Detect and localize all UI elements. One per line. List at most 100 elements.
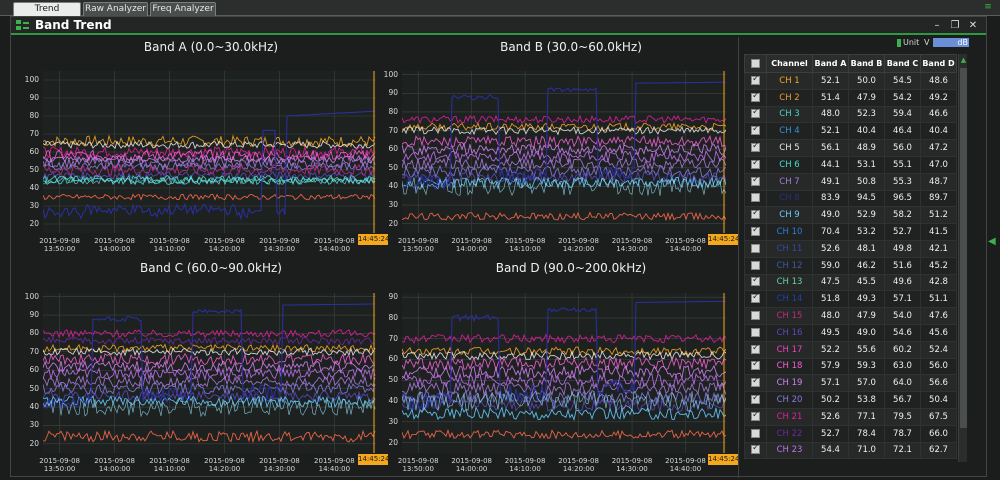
column-header[interactable]: Band D	[921, 55, 957, 73]
chart-plot-area[interactable]	[402, 293, 726, 453]
table-scrollbar[interactable]: ▲	[958, 54, 967, 462]
table-row[interactable]: CH 1752.255.660.252.4	[745, 341, 957, 358]
chart-plot-area[interactable]	[43, 71, 376, 233]
column-header[interactable]: Band A	[813, 55, 849, 73]
window-title: Band Trend	[35, 18, 112, 32]
channel-checkbox-cell[interactable]	[745, 358, 767, 375]
channel-checkbox[interactable]	[751, 143, 760, 152]
channel-checkbox[interactable]	[751, 126, 760, 135]
channel-checkbox-cell[interactable]	[745, 375, 767, 392]
chart-plot-area[interactable]	[43, 293, 376, 453]
channel-checkbox[interactable]	[751, 244, 760, 253]
channel-checkbox-cell[interactable]	[745, 207, 767, 224]
channel-checkbox-cell[interactable]	[745, 123, 767, 140]
channel-checkbox-cell[interactable]	[745, 324, 767, 341]
unit-select[interactable]: dB	[933, 38, 969, 47]
table-row[interactable]: CH 1957.157.064.056.6	[745, 375, 957, 392]
table-row[interactable]: CH 644.153.155.147.0	[745, 156, 957, 173]
table-row[interactable]: CH 749.150.855.348.7	[745, 173, 957, 190]
channel-checkbox[interactable]	[751, 294, 760, 303]
column-header[interactable]: Band C	[885, 55, 921, 73]
channel-checkbox[interactable]	[751, 227, 760, 236]
band-d-value: 50.4	[921, 392, 957, 409]
table-row[interactable]: CH 1649.549.054.645.6	[745, 324, 957, 341]
table-row[interactable]: CH 348.052.359.446.6	[745, 106, 957, 123]
column-header[interactable]: Band B	[849, 55, 885, 73]
channel-checkbox-cell[interactable]	[745, 425, 767, 442]
table-row[interactable]: CH 949.052.958.251.2	[745, 207, 957, 224]
band-c-value: 54.6	[885, 324, 921, 341]
channel-checkbox[interactable]	[751, 76, 760, 85]
channel-checkbox[interactable]	[751, 395, 760, 404]
table-row[interactable]: CH 452.140.446.440.4	[745, 123, 957, 140]
channel-checkbox-cell[interactable]	[745, 442, 767, 459]
close-icon[interactable]: ✕	[966, 19, 980, 33]
table-row[interactable]: CH 883.994.596.589.7	[745, 190, 957, 207]
channel-checkbox-cell[interactable]	[745, 341, 767, 358]
channel-checkbox-cell[interactable]	[745, 291, 767, 308]
channel-checkbox-cell[interactable]	[745, 89, 767, 106]
tab-raw-analyzer[interactable]: Raw Analyzer	[83, 2, 148, 16]
collapse-arrow-icon[interactable]: ◀	[988, 236, 996, 247]
channel-checkbox-cell[interactable]	[745, 140, 767, 157]
channel-checkbox-cell[interactable]	[745, 240, 767, 257]
channel-checkbox[interactable]	[751, 429, 760, 438]
chart-plot-area[interactable]	[402, 71, 726, 233]
table-row[interactable]: CH 1152.648.149.842.1	[745, 240, 957, 257]
channel-checkbox[interactable]	[751, 93, 760, 102]
channel-checkbox-cell[interactable]	[745, 190, 767, 207]
channel-checkbox-cell[interactable]	[745, 392, 767, 409]
scrollbar-thumb[interactable]	[960, 68, 967, 428]
channel-checkbox[interactable]	[751, 210, 760, 219]
channel-checkbox-cell[interactable]	[745, 106, 767, 123]
channel-checkbox[interactable]	[751, 277, 760, 286]
table-row[interactable]: CH 2354.471.072.162.7	[745, 442, 957, 459]
minimize-icon[interactable]: –	[930, 19, 944, 33]
x-tick-date: 2015-09-08	[148, 237, 192, 245]
select-all-header[interactable]	[745, 55, 767, 73]
channel-checkbox-cell[interactable]	[745, 73, 767, 90]
channel-checkbox-cell[interactable]	[745, 408, 767, 425]
channel-checkbox-cell[interactable]	[745, 257, 767, 274]
channel-checkbox-cell[interactable]	[745, 173, 767, 190]
scroll-up-icon[interactable]: ▲	[959, 54, 968, 66]
channel-name: CH 9	[767, 207, 813, 224]
channel-checkbox-cell[interactable]	[745, 224, 767, 241]
channel-name: CH 23	[767, 442, 813, 459]
tab-freq-analyzer[interactable]: Freq Analyzer	[150, 2, 216, 16]
column-header[interactable]: Channel	[767, 55, 813, 73]
restore-icon[interactable]: ❐	[948, 19, 962, 33]
channel-checkbox[interactable]	[751, 109, 760, 118]
menu-icon[interactable]: ≡	[982, 1, 994, 13]
channel-checkbox-cell[interactable]	[745, 308, 767, 325]
channel-checkbox[interactable]	[751, 345, 760, 354]
table-row[interactable]: CH 1548.047.954.047.6	[745, 308, 957, 325]
table-row[interactable]: CH 556.148.956.047.2	[745, 140, 957, 157]
channel-checkbox-cell[interactable]	[745, 156, 767, 173]
table-row[interactable]: CH 1451.849.357.151.1	[745, 291, 957, 308]
table-row[interactable]: CH 1259.046.251.645.2	[745, 257, 957, 274]
channel-checkbox[interactable]	[751, 160, 760, 169]
channel-checkbox[interactable]	[751, 193, 760, 202]
channel-checkbox[interactable]	[751, 311, 760, 320]
table-row[interactable]: CH 2050.253.856.750.4	[745, 392, 957, 409]
table-row[interactable]: CH 251.447.954.249.2	[745, 89, 957, 106]
channel-checkbox[interactable]	[751, 328, 760, 337]
channel-name: CH 17	[767, 341, 813, 358]
tab-trend-analyzer[interactable]: Trend Analyzer	[13, 2, 81, 16]
channel-name: CH 11	[767, 240, 813, 257]
channel-checkbox[interactable]	[751, 412, 760, 421]
select-all-checkbox[interactable]	[751, 59, 760, 68]
channel-checkbox-cell[interactable]	[745, 274, 767, 291]
channel-checkbox[interactable]	[751, 261, 760, 270]
table-row[interactable]: CH 2252.778.478.766.0	[745, 425, 957, 442]
channel-checkbox[interactable]	[751, 378, 760, 387]
table-row[interactable]: CH 1070.453.252.741.5	[745, 224, 957, 241]
table-row[interactable]: CH 152.150.054.548.6	[745, 73, 957, 90]
channel-checkbox[interactable]	[751, 361, 760, 370]
table-row[interactable]: CH 1347.545.549.642.8	[745, 274, 957, 291]
table-row[interactable]: CH 2152.677.179.567.5	[745, 408, 957, 425]
channel-checkbox[interactable]	[751, 445, 760, 454]
table-row[interactable]: CH 1857.959.363.056.0	[745, 358, 957, 375]
channel-checkbox[interactable]	[751, 177, 760, 186]
